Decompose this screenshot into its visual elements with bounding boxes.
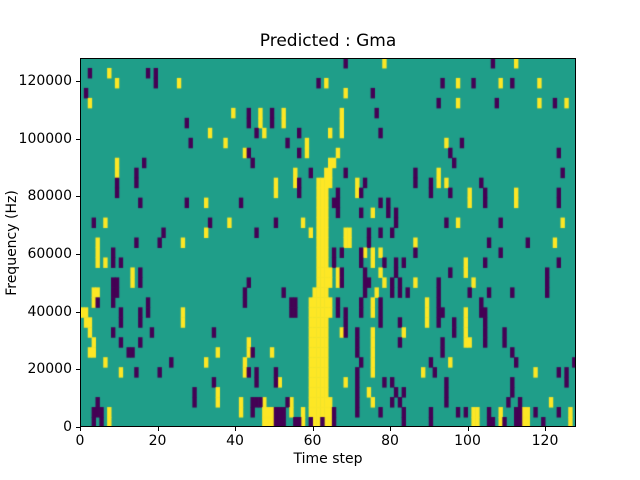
x-tick-label: 20 — [148, 433, 167, 449]
y-axis-label: Frequency (Hz) — [4, 190, 20, 296]
y-tick-mark — [76, 138, 80, 140]
y-tick-mark — [76, 196, 80, 198]
y-tick-mark — [76, 254, 80, 256]
chart-title: Predicted : Gma — [259, 31, 397, 51]
y-tick-label: 0 — [63, 419, 72, 435]
heatmap-canvas — [80, 58, 576, 427]
y-tick-label: 20000 — [27, 361, 72, 378]
x-tick-mark — [545, 427, 546, 431]
x-tick-label: 40 — [226, 433, 244, 449]
x-tick-label: 120 — [531, 433, 559, 449]
y-tick-label: 40000 — [27, 303, 72, 320]
x-tick-mark — [312, 427, 314, 431]
y-tick-label: 100000 — [18, 130, 72, 147]
x-tick-label: 80 — [381, 433, 399, 449]
y-tick-mark — [76, 81, 80, 83]
y-tick-label: 120000 — [18, 73, 72, 90]
x-tick-label: 60 — [303, 433, 322, 449]
x-tick-mark — [467, 427, 469, 431]
y-tick-mark — [76, 427, 80, 428]
y-tick-mark — [76, 369, 80, 371]
x-axis-label: Time step — [293, 451, 363, 467]
x-tick-label: 100 — [454, 433, 481, 449]
x-tick-mark — [80, 427, 81, 431]
y-tick-label: 80000 — [27, 188, 72, 205]
y-tick-label: 60000 — [27, 246, 72, 263]
plot-area — [80, 58, 576, 427]
x-tick-mark — [235, 427, 236, 431]
x-tick-label: 0 — [75, 433, 85, 449]
x-tick-mark — [157, 427, 159, 431]
y-tick-mark — [76, 311, 80, 313]
x-tick-mark — [390, 427, 391, 431]
